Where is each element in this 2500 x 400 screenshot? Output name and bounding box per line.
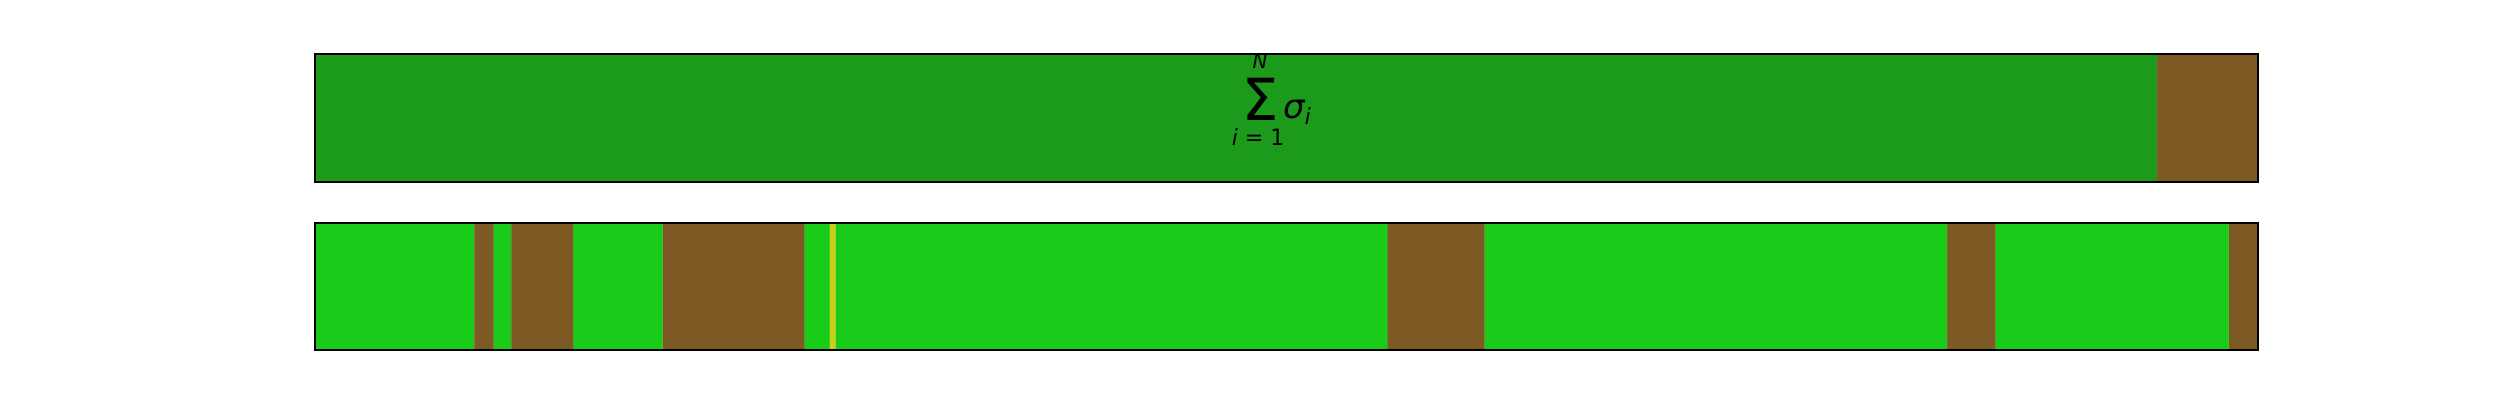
title-upper-limit: N <box>1253 49 1268 73</box>
strip-1-segment-6 <box>804 223 830 350</box>
strip-1-segment-1 <box>474 223 494 350</box>
strip-1-frame <box>314 222 2259 351</box>
strip-1-segment-4 <box>573 223 663 350</box>
title-sum-symbol: Σ <box>1242 66 1279 134</box>
chart-title: Σ N i = 1 σi <box>1232 49 1311 151</box>
strip-1-segment-7 <box>829 223 836 350</box>
strip-0-segment-0 <box>315 54 2157 182</box>
title-lower-limit: i = 1 <box>1232 126 1285 151</box>
detail-strip <box>314 222 2259 351</box>
strip-1-segment-13 <box>2228 223 2258 350</box>
strip-1-segment-5 <box>662 223 805 350</box>
strip-0-frame <box>314 53 2259 183</box>
strip-1-segment-3 <box>511 223 574 350</box>
strip-1-segment-8 <box>835 223 1388 350</box>
strip-1-segment-9 <box>1387 223 1485 350</box>
strip-1-segment-12 <box>1995 223 2229 350</box>
strip-1-segment-11 <box>1947 223 1996 350</box>
strip-1-segment-0 <box>315 223 475 350</box>
summary-strip <box>314 53 2259 183</box>
strip-1-segment-10 <box>1484 223 1948 350</box>
strip-0-segment-1 <box>2156 54 2258 182</box>
strip-1-segment-2 <box>493 223 512 350</box>
